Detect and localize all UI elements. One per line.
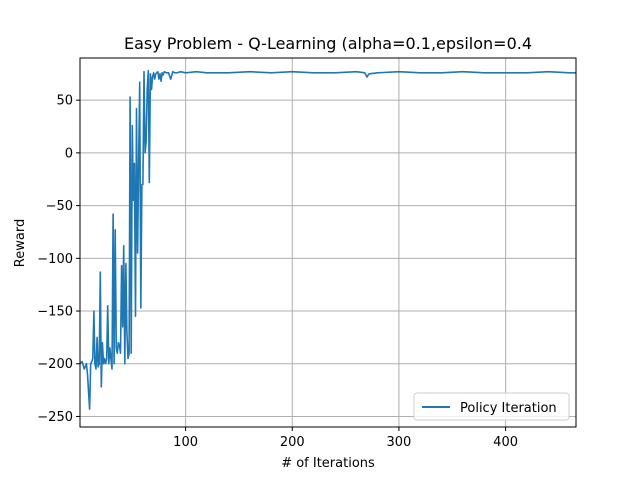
y-tick-label: 0 <box>65 146 73 161</box>
legend-box <box>413 392 570 421</box>
x-tick-label: 200 <box>280 435 305 450</box>
x-tick-label: 400 <box>493 435 518 450</box>
x-axis-label: # of Iterations <box>281 456 375 471</box>
y-tick-label: 50 <box>56 94 73 109</box>
chart-title: Easy Problem - Q-Learning (alpha=0.1,eps… <box>124 34 532 53</box>
legend-label-policy-iteration: Policy Iteration <box>460 401 557 416</box>
y-tick-label: −100 <box>37 252 73 267</box>
grid-lines <box>80 58 576 427</box>
y-tick-label: −250 <box>37 410 73 425</box>
y-axis-label: Reward <box>13 219 28 267</box>
y-tick-label: −200 <box>37 357 73 372</box>
y-axis-ticks: −250 −200 −150 −100 −50 0 50 <box>37 94 80 425</box>
legend: Policy Iteration <box>413 392 570 421</box>
series-line-0 <box>79 69 576 410</box>
x-tick-label: 300 <box>387 435 412 450</box>
series-layer <box>79 69 576 410</box>
y-tick-label: −150 <box>37 305 73 320</box>
x-axis-ticks: 100 200 300 400 <box>173 427 518 450</box>
y-tick-label: −50 <box>46 199 73 214</box>
plot-frame <box>79 57 577 428</box>
x-tick-label: 100 <box>173 435 198 450</box>
